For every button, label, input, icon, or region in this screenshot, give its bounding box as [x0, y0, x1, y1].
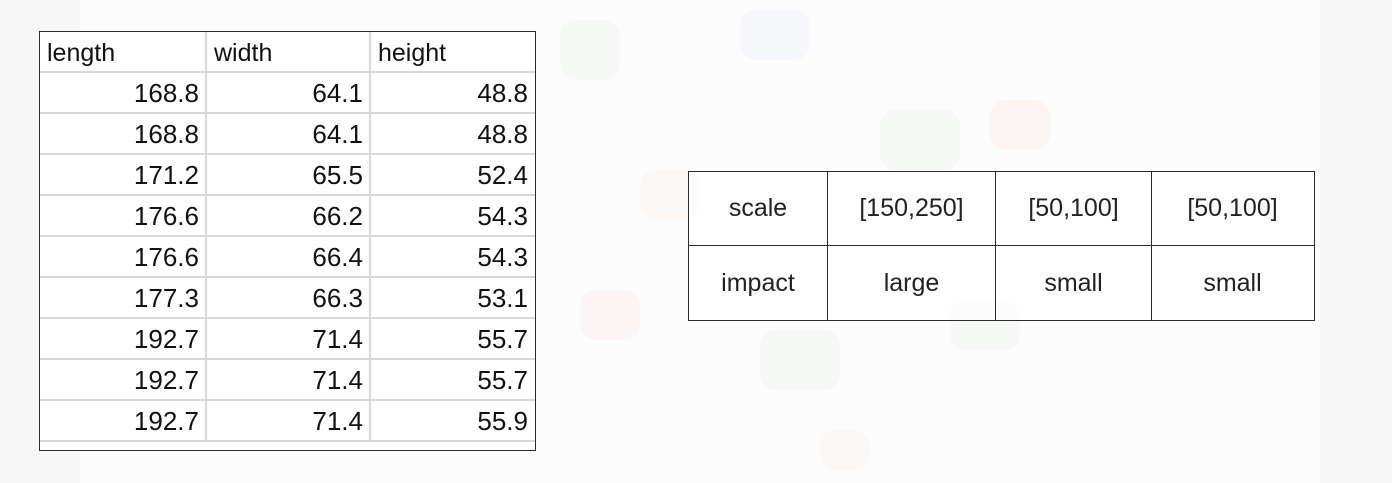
row-label-impact: impact [689, 246, 828, 320]
background-decoration [580, 290, 640, 340]
table-cell: 64.1 [207, 73, 371, 112]
impact-height: small [1203, 268, 1262, 297]
table-cell: 192.7 [40, 319, 207, 358]
background-decoration [990, 100, 1050, 150]
table-cell: 66.4 [207, 237, 371, 276]
table-row: 192.7 71.4 55.9 [40, 401, 535, 442]
background-decoration [740, 10, 810, 60]
table-cell: 48.8 [477, 78, 528, 108]
column-header-width: width [207, 32, 371, 71]
scale-range-width: [50,100] [996, 172, 1152, 245]
table-cell: 71.4 [207, 319, 371, 358]
table-row: 176.6 66.2 54.3 [40, 196, 535, 237]
table-cell: 192.7 [40, 401, 207, 440]
table-cell: 192.7 [40, 360, 207, 399]
row-label-scale: scale [689, 172, 828, 245]
table-cell: 48.8 [477, 119, 528, 149]
table-cell: 55.9 [477, 406, 528, 436]
table-row: 177.3 66.3 53.1 [40, 278, 535, 319]
table-header-row: length width height [40, 32, 535, 73]
table-row: 176.6 66.4 54.3 [40, 237, 535, 278]
table-cell: 177.3 [40, 278, 207, 317]
column-header-height: height [378, 39, 447, 67]
scale-range-height: [50,100] [1187, 194, 1278, 222]
table-row: 171.2 65.5 52.4 [40, 155, 535, 196]
table-cell: 66.3 [207, 278, 371, 317]
table-row: 168.8 64.1 48.8 [40, 114, 535, 155]
table-row: 192.7 71.4 55.7 [40, 360, 535, 401]
table-cell: 171.2 [40, 155, 207, 194]
impact-length: large [828, 246, 996, 320]
background-decoration [760, 330, 840, 390]
table-cell: 168.8 [40, 114, 207, 153]
background-decoration [820, 430, 870, 470]
table-cell: 54.3 [477, 201, 528, 231]
table-cell: 55.7 [477, 365, 528, 395]
table-cell: 168.8 [40, 73, 207, 112]
scale-row: scale [150,250] [50,100] [50,100] [689, 172, 1314, 246]
table-cell: 176.6 [40, 196, 207, 235]
table-row: 168.8 64.1 48.8 [40, 73, 535, 114]
impact-row: impact large small small [689, 246, 1314, 320]
table-row: 192.7 71.4 55.7 [40, 319, 535, 360]
table-cell: 71.4 [207, 360, 371, 399]
impact-width: small [996, 246, 1152, 320]
background-decoration [880, 110, 960, 170]
background-decoration [560, 20, 620, 80]
table-cell: 52.4 [477, 160, 528, 190]
data-table: length width height 168.8 64.1 48.8 168.… [39, 31, 536, 451]
table-cell: 176.6 [40, 237, 207, 276]
scale-range-length: [150,250] [828, 172, 996, 245]
table-cell: 54.3 [477, 242, 528, 272]
table-cell: 55.7 [477, 324, 528, 354]
table-cell: 71.4 [207, 401, 371, 440]
column-header-length: length [40, 32, 207, 71]
table-cell: 64.1 [207, 114, 371, 153]
table-cell: 66.2 [207, 196, 371, 235]
table-cell: 65.5 [207, 155, 371, 194]
scale-impact-table: scale [150,250] [50,100] [50,100] impact… [688, 171, 1315, 321]
table-cell: 53.1 [477, 283, 528, 313]
